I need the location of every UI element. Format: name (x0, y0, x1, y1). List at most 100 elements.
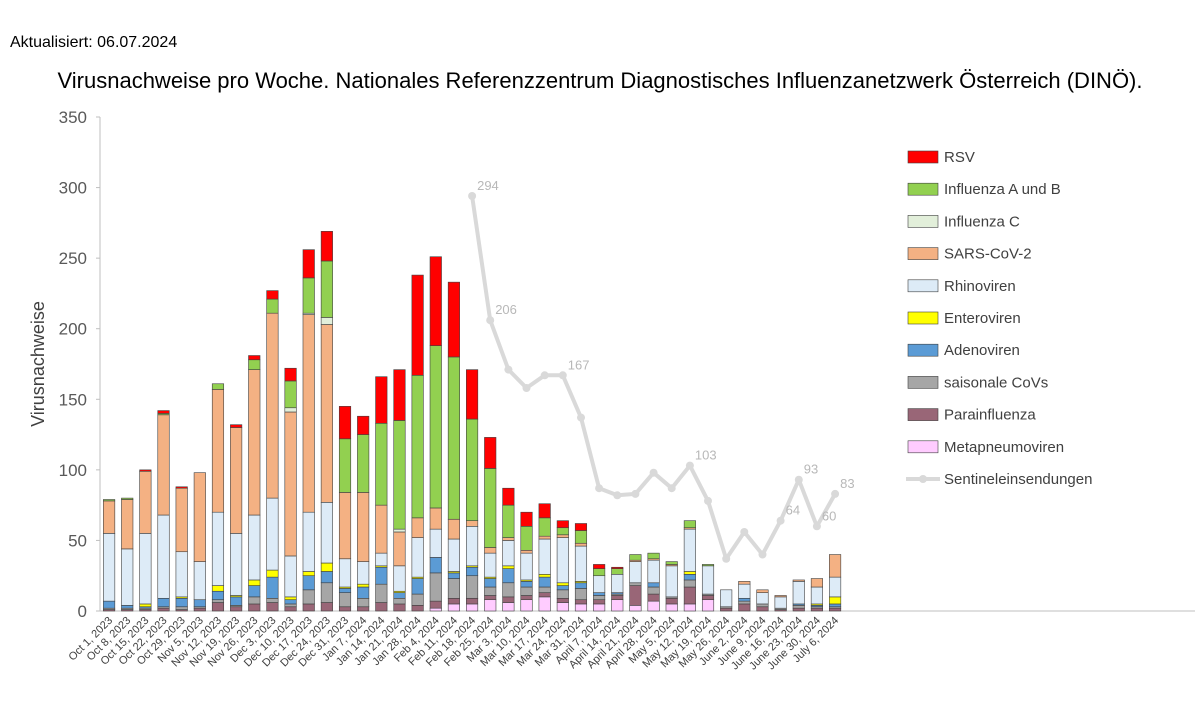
bar-segment (266, 298, 279, 314)
y-tick-label: 0 (78, 602, 87, 621)
bar-segment (230, 533, 243, 596)
bar-segment (647, 593, 660, 602)
bar-segment (411, 593, 424, 606)
bar-segment (121, 499, 134, 550)
bar-segment (647, 600, 660, 612)
bar-segment (484, 468, 497, 548)
bar-segment (211, 511, 225, 586)
bar-segment (139, 470, 152, 534)
bar-segment (829, 603, 842, 608)
bar-segment (175, 606, 188, 610)
bar-segment (447, 281, 460, 358)
bar-segment (502, 487, 515, 506)
y-tick-label: 300 (59, 179, 87, 198)
y-tick-label: 100 (59, 461, 87, 480)
bar-segment (447, 603, 460, 612)
bar-segment (248, 579, 261, 586)
bar-segment (466, 566, 479, 577)
bar-segment (792, 581, 805, 605)
legend-swatch (907, 408, 939, 421)
sentinel-data-label: 60 (822, 508, 836, 523)
bar-segment (629, 605, 642, 612)
bar-segment (211, 585, 225, 592)
bar-segment (320, 562, 333, 572)
bar-segment (683, 579, 696, 588)
bar-segment (230, 424, 243, 428)
bar-segment (393, 565, 406, 592)
bar-segment (248, 369, 261, 516)
legend-swatch (907, 182, 939, 196)
bar-segment (792, 605, 805, 609)
bar-segment (393, 597, 406, 605)
bar-segment (157, 414, 170, 516)
bar-segment (248, 603, 261, 612)
bar-segment (320, 571, 333, 584)
bar-segment (393, 531, 406, 567)
legend-label: Parainfluenza (944, 407, 1036, 424)
bar-segment (429, 600, 442, 609)
bar-segment (103, 500, 116, 534)
bar-segment (393, 420, 406, 530)
bar-segment (538, 573, 551, 578)
bar-segment (447, 356, 460, 520)
sentinel-data-label: 103 (695, 448, 717, 463)
bar-segment (230, 606, 243, 612)
sentinel-point (776, 516, 785, 525)
bar-segment (629, 561, 642, 584)
legend-swatch (907, 376, 939, 389)
legend-swatch (907, 150, 939, 164)
bar-segment (466, 520, 479, 527)
bar-segment (103, 499, 116, 502)
bar-segment (175, 597, 188, 608)
bar-segment (484, 552, 497, 578)
bar-segment (284, 380, 297, 409)
bar-segment (538, 535, 551, 540)
sentinel-point (504, 365, 513, 374)
bar-segment (466, 369, 479, 420)
bar-segment (792, 607, 805, 612)
bar-segment (738, 600, 751, 605)
bar-segment (411, 374, 424, 519)
bar-segment (375, 566, 388, 585)
bar-segment (574, 603, 588, 612)
bar-segment (520, 599, 533, 612)
bar-segment (556, 589, 569, 599)
sentinel-point (631, 489, 640, 498)
bar-segment (520, 550, 533, 554)
legend-label: Adenoviren (944, 342, 1020, 359)
legend-label: Enteroviren (944, 310, 1021, 327)
bar-segment (593, 595, 606, 600)
bar-segment (320, 582, 333, 603)
bar-segment (357, 492, 370, 562)
bar-segment (466, 418, 479, 521)
sentinel-line: 294 206 167 103 64 93 60 83 (468, 178, 855, 563)
bar-segment (701, 564, 715, 567)
bar-segment (647, 582, 660, 588)
legend-label: Influenza A und B (944, 181, 1061, 198)
bar-segment (429, 572, 442, 602)
bar-segment (302, 249, 315, 279)
bar-segment (683, 586, 696, 605)
bar-segment (284, 407, 297, 413)
bar-segment (520, 552, 533, 581)
bar-segment (611, 568, 624, 575)
updated-date: Aktualisiert: 06.07.2024 (10, 34, 178, 51)
bar-segment (266, 569, 279, 578)
bar-segment (701, 599, 715, 612)
bar-segment (574, 582, 588, 589)
bar-segment (411, 517, 424, 538)
bar-segment (447, 538, 460, 572)
sentinel-point (704, 496, 712, 505)
bar-segment (375, 376, 388, 424)
sentinel-point (831, 489, 840, 498)
bar-segment (320, 317, 333, 325)
bar-segment (338, 592, 352, 608)
bar-segment (429, 507, 442, 530)
bar-segment (520, 511, 533, 527)
bar-segment (284, 411, 297, 557)
bar-segment (193, 607, 206, 612)
bar-segment (520, 526, 533, 551)
bar-segment (502, 504, 515, 538)
bar-segment (211, 602, 225, 612)
bar-segment (611, 566, 624, 569)
